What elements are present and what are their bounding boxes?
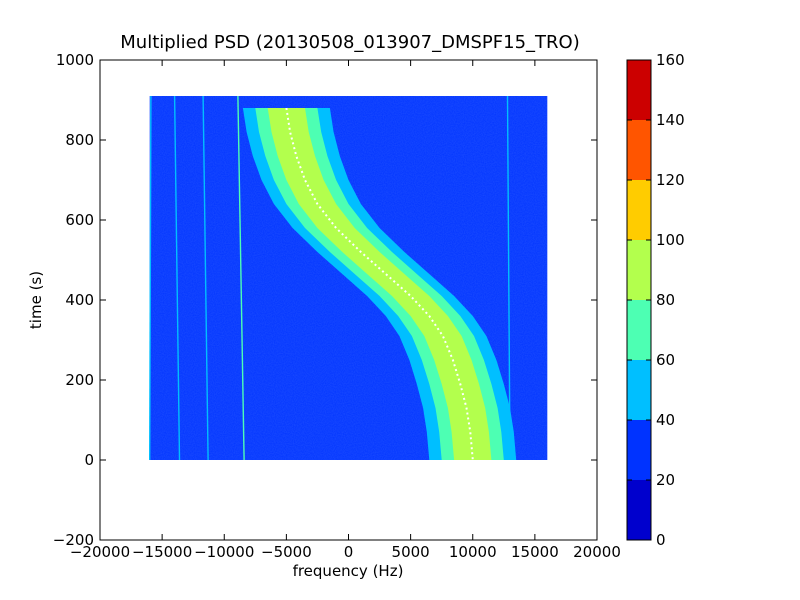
colorbar-tick-label: 20 — [656, 471, 675, 489]
colorbar-segment — [627, 420, 651, 480]
colorbar-segment — [627, 300, 651, 360]
colorbar-segment — [627, 240, 651, 300]
y-tick-label: 400 — [65, 291, 94, 309]
x-tick-label: 5000 — [392, 543, 430, 561]
plot-area: −20000 −15000 −10000 −5000 0 5000 10000 15000 20… — [53, 51, 621, 561]
colorbar-segment — [627, 360, 651, 420]
colorbar-segment — [627, 60, 651, 120]
chart-title: Multiplied PSD (20130508_013907_DMSPF15_… — [120, 32, 579, 53]
faint-line-3 — [237, 95, 245, 461]
doppler-curve — [285, 107, 474, 461]
x-axis: −20000 −15000 −10000 −5000 0 5000 10000 15000 20… — [70, 60, 621, 561]
x-tick-label: 15000 — [511, 543, 559, 561]
faint-line-0 — [149, 95, 152, 461]
y-tick-label: 600 — [65, 211, 94, 229]
colorbar-segment — [627, 180, 651, 240]
colorbar-segment — [627, 120, 651, 180]
y-axis: −200 0 200 400 600 800 1000 — [53, 51, 597, 549]
colorbar-tick-label: 120 — [656, 171, 685, 189]
x-tick-label: −5000 — [261, 543, 312, 561]
faint-line-4 — [506, 95, 511, 461]
colorbar-tick-label: 140 — [656, 111, 685, 129]
colorbar-tick-label: 0 — [656, 531, 666, 549]
colorbar-tick-label: 60 — [656, 351, 675, 369]
x-tick-label: 20000 — [573, 543, 621, 561]
heatmap-layer — [149, 95, 548, 461]
x-tick-label: 0 — [344, 543, 354, 561]
colorbar-segment — [627, 480, 651, 540]
colorbar-tick-label: 160 — [656, 51, 685, 69]
colorbar-tick-label: 80 — [656, 291, 675, 309]
faint-line-2 — [202, 95, 209, 461]
x-tick-label: 10000 — [449, 543, 497, 561]
y-tick-label: −200 — [53, 531, 94, 549]
colorbar-tick-label: 100 — [656, 231, 685, 249]
x-tick-label: −15000 — [132, 543, 192, 561]
doppler-band-2 — [267, 108, 492, 460]
x-tick-label: −20000 — [70, 543, 130, 561]
colorbar: 0 20 40 60 80 100 120 140 160 — [626, 51, 685, 549]
faint-line-1 — [173, 95, 181, 461]
y-axis-label: time (s) — [27, 271, 45, 329]
y-tick-label: 1000 — [56, 51, 94, 69]
y-tick-label: 200 — [65, 371, 94, 389]
x-tick-label: −10000 — [194, 543, 254, 561]
y-tick-label: 0 — [84, 451, 94, 469]
y-tick-label: 800 — [65, 131, 94, 149]
colorbar-tick-label: 40 — [656, 411, 675, 429]
x-axis-label: frequency (Hz) — [293, 562, 404, 580]
